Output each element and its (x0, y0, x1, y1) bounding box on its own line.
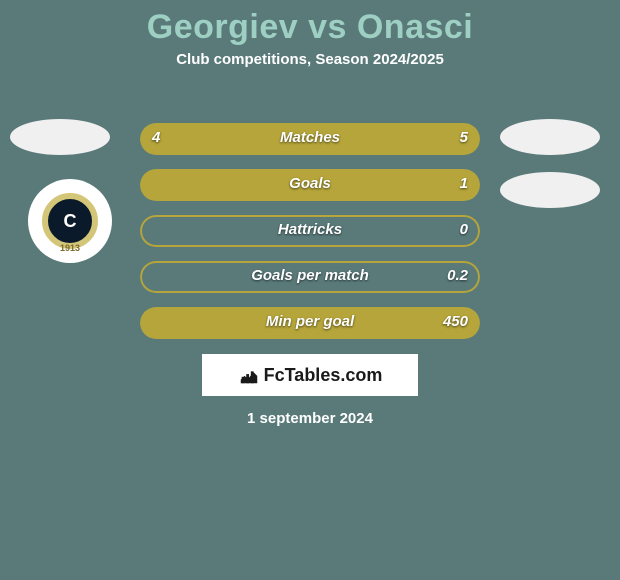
stat-label: Goals per match (140, 267, 480, 284)
stat-value-right: 0 (460, 221, 468, 238)
stat-row: Goals1 (140, 169, 480, 201)
stat-row: Matches4 5 (140, 123, 480, 155)
page-subtitle: Club competitions, Season 2024/2025 (0, 51, 620, 68)
club-crest-year: 1913 (60, 243, 80, 253)
club-crest: C 1913 (28, 179, 112, 263)
player-badge-right-1 (500, 119, 600, 155)
chart-icon (238, 364, 260, 386)
stat-value-right: 450 (443, 313, 468, 330)
page-title: Georgiev vs Onasci (0, 0, 620, 47)
club-crest-letter: C (42, 193, 98, 249)
stat-value-right: 0.2 (447, 267, 468, 284)
stat-value-right: 1 (460, 175, 468, 192)
stat-row: Goals per match0.2 (140, 261, 480, 293)
stat-label: Min per goal (140, 313, 480, 330)
stat-bars: Matches4 5 Goals1 Hattricks0 Goals per match… (140, 123, 480, 353)
stat-label: Hattricks (140, 221, 480, 238)
stats-card: Georgiev vs Onasci Club competitions, Se… (0, 0, 620, 580)
player-badge-right-2 (500, 172, 600, 208)
stat-value-right: 5 (460, 129, 468, 146)
brand-footer[interactable]: FcTables.com (202, 354, 418, 396)
stat-row: Min per goal450 (140, 307, 480, 339)
player-badge-left (10, 119, 110, 155)
brand-text: FcTables.com (264, 365, 383, 386)
stat-row: Hattricks0 (140, 215, 480, 247)
stat-label: Goals (140, 175, 480, 192)
stat-label: Matches (140, 129, 480, 146)
date-text: 1 september 2024 (0, 410, 620, 427)
stat-value-left: 4 (152, 129, 160, 146)
